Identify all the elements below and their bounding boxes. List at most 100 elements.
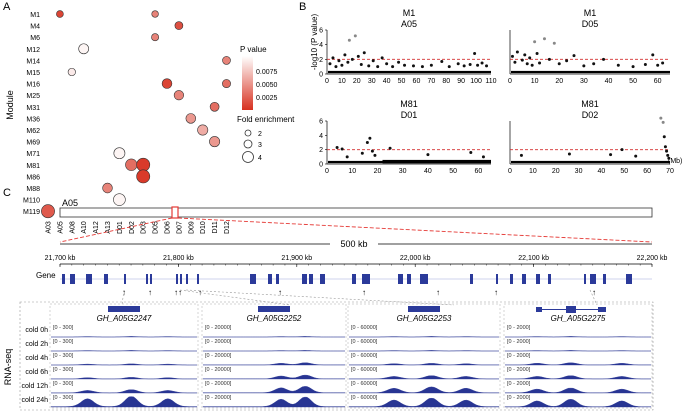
manhattan-point bbox=[535, 51, 539, 55]
manhattan-point bbox=[447, 65, 451, 69]
chromosome-tick-label: A10 bbox=[81, 221, 88, 234]
manhattan-x-tick-label: 50 bbox=[398, 78, 406, 85]
chromosome-tick-label: D01 bbox=[117, 221, 124, 234]
manhattan-point bbox=[468, 62, 472, 66]
enrichment-dot bbox=[185, 113, 197, 124]
enrichment-dot bbox=[161, 78, 173, 89]
gene-marker-arrow-icon: ↑ bbox=[362, 288, 366, 297]
track-range-label: [0 - 20000] bbox=[205, 353, 232, 359]
module-tick-label: M88 bbox=[26, 186, 40, 193]
coverage-track bbox=[505, 350, 651, 352]
gene-feature bbox=[146, 274, 148, 284]
manhattan-point bbox=[350, 57, 354, 61]
panel-a-letter: A bbox=[3, 1, 11, 13]
gene-name-label: GH_A05G2253 bbox=[397, 314, 452, 323]
coverage-track bbox=[348, 375, 500, 380]
chromosome-tick-label: D09 bbox=[188, 221, 195, 234]
gene-feature bbox=[398, 274, 403, 284]
manhattan-module-title: M81 bbox=[400, 99, 418, 109]
module-tick-label: M81 bbox=[26, 163, 40, 170]
track-range-label: [0 - 300] bbox=[53, 325, 74, 331]
coverage-track bbox=[203, 336, 345, 338]
gene-panel-frame bbox=[49, 303, 199, 409]
manhattan-point bbox=[343, 53, 347, 57]
coverage-track bbox=[202, 362, 346, 366]
sample-label: cold 2h bbox=[25, 341, 48, 348]
coverage-track bbox=[504, 375, 652, 380]
manhattan-point bbox=[510, 54, 514, 58]
enrichment-dot bbox=[125, 158, 138, 171]
manhattan-point bbox=[403, 63, 407, 67]
manhattan-x-tick-label: 0 bbox=[508, 168, 512, 175]
coverage-track bbox=[50, 377, 198, 380]
zoom-line-right bbox=[177, 217, 653, 243]
manhattan-dense-region bbox=[382, 159, 491, 164]
manhattan-x-tick-label: 10 bbox=[531, 78, 539, 85]
manhattan-point bbox=[666, 153, 670, 157]
gene-feature bbox=[62, 274, 65, 284]
manhattan-point bbox=[340, 63, 344, 67]
module-tick-label: M110 bbox=[23, 198, 40, 205]
ruler-tick-label: 22,200 kb bbox=[637, 255, 668, 262]
gene-feature bbox=[510, 274, 513, 284]
track-range-label: [0 - 60000] bbox=[351, 395, 378, 401]
manhattan-point bbox=[557, 62, 561, 66]
manhattan-point bbox=[462, 64, 466, 68]
chromosome-tick-label: D07 bbox=[176, 221, 183, 234]
gene-zoom-connector bbox=[185, 289, 455, 306]
module-tick-label: M69 bbox=[26, 140, 40, 147]
manhattan-point bbox=[388, 146, 392, 150]
manhattan-point bbox=[662, 135, 666, 139]
manhattan-chrom-title: D02 bbox=[582, 110, 599, 120]
gene-feature bbox=[104, 274, 108, 284]
manhattan-point bbox=[480, 61, 484, 65]
gene-feature bbox=[268, 274, 272, 284]
manhattan-module-title: M1 bbox=[403, 8, 416, 18]
manhattan-point bbox=[667, 156, 671, 160]
gene-zoom-connector bbox=[121, 289, 125, 306]
manhattan-point bbox=[609, 153, 613, 157]
module-tick-label: M25 bbox=[26, 93, 40, 100]
manhattan-x-tick-label: 50 bbox=[449, 168, 457, 175]
panel-a-ylabel: Module bbox=[5, 90, 15, 120]
manhattan-point bbox=[661, 61, 665, 65]
manhattan-point bbox=[370, 149, 374, 153]
chromosome-tick-label: A13 bbox=[105, 221, 112, 234]
manhattan-x-tick-label: 50 bbox=[629, 78, 637, 85]
enrichment-dot bbox=[151, 33, 160, 42]
manhattan-point bbox=[519, 153, 523, 157]
sample-label: cold 12h bbox=[22, 383, 49, 390]
gene-track-label: Gene bbox=[36, 271, 56, 280]
gene-zoom-connector bbox=[589, 289, 598, 306]
legend-fold-circle bbox=[243, 139, 253, 149]
enrichment-dot bbox=[136, 169, 151, 184]
manhattan-point bbox=[513, 60, 517, 64]
ruler-tick-label: 22,000 kb bbox=[400, 255, 431, 262]
module-tick-label: M71 bbox=[26, 151, 40, 158]
manhattan-y-tick-label: 2 bbox=[319, 147, 323, 154]
legend-fold-circle bbox=[244, 129, 252, 137]
manhattan-y-tick-label: 2 bbox=[319, 57, 323, 64]
manhattan-point bbox=[426, 153, 430, 157]
track-range-label: [0 - 20000] bbox=[205, 367, 232, 373]
gene-feature bbox=[320, 274, 325, 284]
manhattan-point bbox=[359, 62, 363, 66]
gene-feature bbox=[86, 274, 92, 284]
gene-feature bbox=[197, 274, 199, 284]
gene-feature bbox=[420, 274, 428, 284]
gene-feature bbox=[276, 274, 279, 284]
sample-label: cold 24h bbox=[22, 397, 49, 404]
manhattan-point bbox=[469, 151, 473, 155]
manhattan-point bbox=[533, 40, 537, 44]
coverage-track bbox=[202, 374, 346, 380]
manhattan-x-tick-label: 40 bbox=[598, 168, 606, 175]
gene-feature bbox=[176, 274, 178, 284]
gene-marker-arrow-icon: ↑ bbox=[122, 288, 126, 297]
manhattan-baseline-dense-points bbox=[511, 70, 670, 74]
manhattan-point bbox=[476, 63, 480, 67]
chromosome-tick-label: D10 bbox=[200, 221, 207, 234]
gene-name-label: GH_A05G2252 bbox=[247, 314, 302, 323]
manhattan-x-tick-label: 50 bbox=[620, 168, 628, 175]
panel-b-ylabel: -log10 (P value) bbox=[310, 14, 319, 71]
